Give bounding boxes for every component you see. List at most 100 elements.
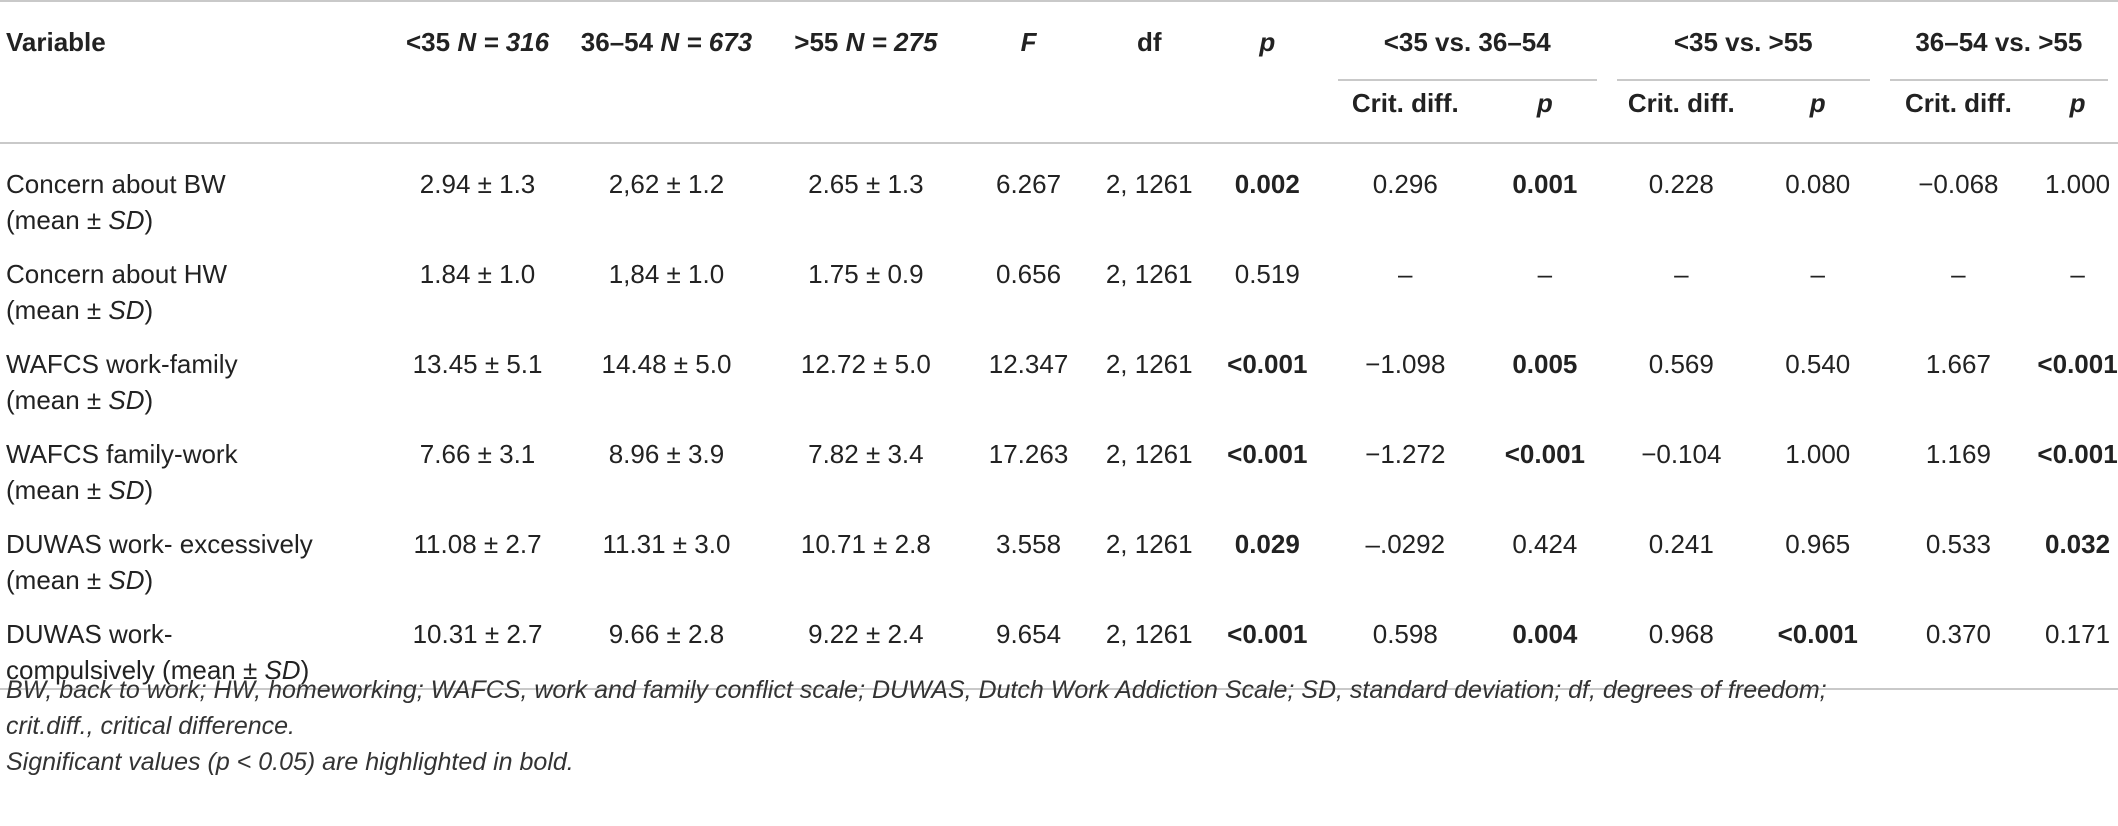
- cell-c1: 0.296: [1372, 169, 1438, 199]
- cell-df: 2, 1261: [1105, 169, 1193, 199]
- header-p-3: p: [2069, 88, 2086, 118]
- cell-g2: 1,84 ± 1.0: [608, 259, 725, 289]
- cell-g1: 10.31 ± 2.7: [412, 619, 543, 649]
- cell-F: 0.656: [995, 259, 1062, 289]
- cell-c2: 0.569: [1648, 349, 1714, 379]
- cell-p: 0.519: [1234, 259, 1300, 289]
- cell-df: 2, 1261: [1105, 529, 1193, 559]
- cell-p: 0.029: [1234, 529, 1300, 559]
- cell-c2: −0.104: [1641, 439, 1722, 469]
- cell-g2: 8.96 ± 3.9: [608, 439, 725, 469]
- cell-p3: <0.001: [2037, 439, 2118, 469]
- cell-p3: 0.171: [2045, 619, 2111, 649]
- footnote-significance: Significant values (p < 0.05) are highli…: [6, 748, 574, 776]
- header-crit-diff-1: Crit. diff.: [1351, 88, 1459, 118]
- table-footnote: BW, back to work; HW, homeworking; WAFCS…: [6, 672, 2106, 780]
- cell-c2: 0.968: [1648, 619, 1714, 649]
- cell-g3: 10.71 ± 2.8: [800, 529, 931, 559]
- cell-c3: –: [1951, 259, 1966, 289]
- cell-p: <0.001: [1227, 349, 1308, 379]
- header-crit-diff-3: Crit. diff.: [1904, 88, 2012, 118]
- cell-p: 0.002: [1234, 169, 1300, 199]
- cell-F: 17.263: [988, 439, 1069, 469]
- cell-c3: 1.667: [1925, 349, 1991, 379]
- cell-c1: −1.098: [1365, 349, 1446, 379]
- variable-name: WAFCS family-work: [6, 439, 238, 469]
- table-row: DUWAS work-compulsively (mean ± SD) 10.31…: [0, 598, 2118, 689]
- header-df: df: [1136, 27, 1162, 57]
- table-header: Variable <35 N = 316 36–54 N = 673 >55 N…: [0, 1, 2118, 143]
- variable-cell: DUWAS work-compulsively (mean ± SD): [0, 598, 388, 689]
- table-row: WAFCS work-family (mean ± SD) 13.45 ± 5.1 1…: [0, 328, 2118, 418]
- cell-F: 3.558: [995, 529, 1062, 559]
- cell-p2: 1.000: [1785, 439, 1851, 469]
- cell-c3: 0.370: [1925, 619, 1991, 649]
- cell-c2: 0.228: [1648, 169, 1714, 199]
- cell-p2: <0.001: [1777, 619, 1858, 649]
- cell-p: <0.001: [1227, 619, 1308, 649]
- header-group-under-35: <35 N = 316: [405, 27, 550, 57]
- variable-name: WAFCS work-family: [6, 349, 238, 379]
- cell-p3: <0.001: [2037, 349, 2118, 379]
- cell-p3: –: [2070, 259, 2085, 289]
- variable-cell: WAFCS family-work (mean ± SD): [0, 418, 388, 508]
- cell-p3: 0.032: [2045, 529, 2111, 559]
- cell-p1: 0.004: [1512, 619, 1578, 649]
- cell-g3: 9.22 ± 2.4: [808, 619, 924, 649]
- cell-c3: −0.068: [1918, 169, 1999, 199]
- variable-cell: Concern about BW (mean ± SD): [0, 143, 388, 238]
- header-crit-diff-2: Crit. diff.: [1627, 88, 1735, 118]
- cell-F: 12.347: [988, 349, 1069, 379]
- table-row: DUWAS work- excessively (mean ± SD) 11.08 …: [0, 508, 2118, 598]
- cell-g1: 7.66 ± 3.1: [419, 439, 536, 469]
- cell-g2: 14.48 ± 5.0: [601, 349, 732, 379]
- variable-name: Concern about HW: [6, 259, 228, 289]
- results-table: Variable <35 N = 316 36–54 N = 673 >55 N…: [0, 1, 2118, 689]
- header-p: p: [1259, 27, 1276, 57]
- cell-df: 2, 1261: [1105, 439, 1193, 469]
- cell-c2: 0.241: [1648, 529, 1714, 559]
- cell-c2: –: [1674, 259, 1689, 289]
- cell-df: 2, 1261: [1105, 259, 1193, 289]
- variable-subtitle: (mean ± SD): [6, 205, 154, 235]
- header-p-1: p: [1536, 88, 1553, 118]
- table-row: Concern about BW (mean ± SD) 2.94 ± 1.3 2,6…: [0, 143, 2118, 238]
- header-comparison-3: 36–54 vs. >55: [1880, 1, 2118, 81]
- variable-subtitle: compulsively (mean ± SD): [6, 655, 310, 685]
- cell-F: 6.267: [995, 169, 1062, 199]
- cell-c1: –.0292: [1365, 529, 1446, 559]
- cell-g2: 11.31 ± 3.0: [602, 529, 731, 559]
- header-p-2: p: [1809, 88, 1826, 118]
- table-row: WAFCS family-work (mean ± SD) 7.66 ± 3.1 8.…: [0, 418, 2118, 508]
- cell-g3: 2.65 ± 1.3: [808, 169, 924, 199]
- cell-df: 2, 1261: [1105, 619, 1193, 649]
- cell-c1: 0.598: [1372, 619, 1438, 649]
- cell-g2: 2,62 ± 1.2: [608, 169, 725, 199]
- cell-F: 9.654: [995, 619, 1062, 649]
- header-comparison-1: <35 vs. 36–54: [1328, 1, 1607, 81]
- cell-p2: –: [1810, 259, 1825, 289]
- cell-g1: 13.45 ± 5.1: [412, 349, 543, 379]
- variable-subtitle: (mean ± SD): [6, 565, 154, 595]
- footnote-crit-diff: crit.diff., critical difference.: [6, 712, 295, 740]
- variable-cell: DUWAS work- excessively (mean ± SD): [0, 508, 388, 598]
- cell-c3: 1.169: [1925, 439, 1991, 469]
- cell-p1: 0.001: [1512, 169, 1578, 199]
- header-comparison-2: <35 vs. >55: [1607, 1, 1880, 81]
- variable-subtitle: (mean ± SD): [6, 475, 154, 505]
- cell-p1: –: [1537, 259, 1553, 289]
- header-group-36-54: 36–54 N = 673: [580, 27, 753, 57]
- cell-g3: 1.75 ± 0.9: [808, 259, 924, 289]
- header-f: F: [1020, 27, 1037, 57]
- cell-p2: 0.540: [1785, 349, 1851, 379]
- variable-subtitle: (mean ± SD): [6, 295, 154, 325]
- cell-g2: 9.66 ± 2.8: [608, 619, 725, 649]
- cell-df: 2, 1261: [1105, 349, 1193, 379]
- cell-p: <0.001: [1227, 439, 1308, 469]
- cell-c1: –: [1398, 259, 1413, 289]
- variable-cell: WAFCS work-family (mean ± SD): [0, 328, 388, 418]
- cell-p1: 0.005: [1512, 349, 1578, 379]
- cell-p2: 0.965: [1785, 529, 1851, 559]
- cell-g3: 7.82 ± 3.4: [808, 439, 924, 469]
